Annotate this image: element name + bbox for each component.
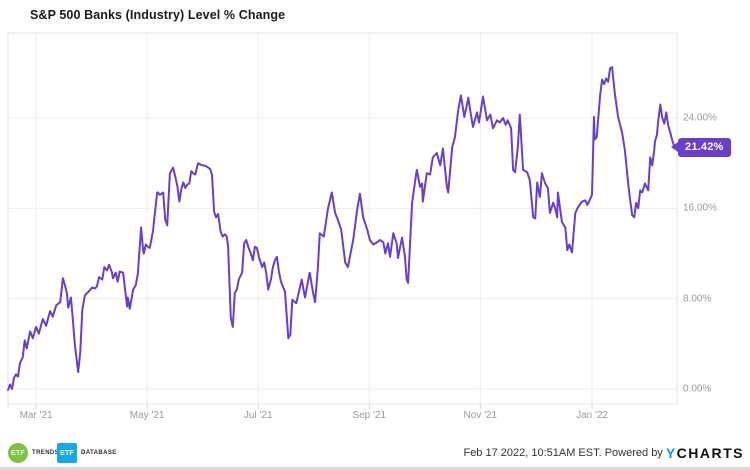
footer: ETF TRENDS ETF DATABASE Feb 17 2022, 10:…: [0, 435, 750, 470]
attribution: Feb 17 2022, 10:51AM EST. Powered by YCH…: [463, 445, 744, 461]
etf-trends-abbr: ETF: [11, 449, 25, 457]
x-tick-label: Jul '21: [243, 410, 273, 421]
ycharts-logo[interactable]: YCHARTS: [666, 445, 744, 461]
etf-trends-label: TRENDS: [32, 450, 60, 456]
x-tick-label: Mar '21: [19, 410, 53, 421]
etf-trends-logo-icon[interactable]: ETF: [8, 443, 28, 463]
series-line: [7, 66, 676, 392]
etf-database-logo-icon[interactable]: ETF: [57, 443, 77, 463]
last-value-badge: 21.42%: [671, 137, 731, 157]
badge-value: 21.42%: [685, 140, 724, 153]
y-tick-label: 0.00%: [683, 383, 712, 395]
x-tick-label: Sep '21: [352, 410, 387, 421]
etf-database-abbr: ETF: [60, 449, 74, 457]
plot-border: [7, 32, 678, 405]
x-tick-label: Jan '22: [576, 410, 608, 421]
ycharts-logo-rest: CHARTS: [676, 445, 744, 461]
timestamp: Feb 17 2022, 10:51AM EST. Powered by: [463, 447, 663, 459]
line-chart: [7, 32, 678, 409]
x-tick-label: May '21: [129, 410, 165, 421]
y-tick-label: 24.00%: [683, 112, 717, 124]
badge-arrow-icon: [671, 142, 678, 153]
chart-title: S&P 500 Banks (Industry) Level % Change: [30, 8, 286, 22]
x-tick-label: Nov '21: [463, 410, 498, 421]
ycharts-logo-y: Y: [665, 445, 677, 461]
etf-database-label: DATABASE: [81, 450, 117, 456]
y-tick-label: 8.00%: [683, 293, 712, 305]
y-tick-label: 16.00%: [683, 202, 717, 214]
footer-edge: [0, 467, 750, 470]
